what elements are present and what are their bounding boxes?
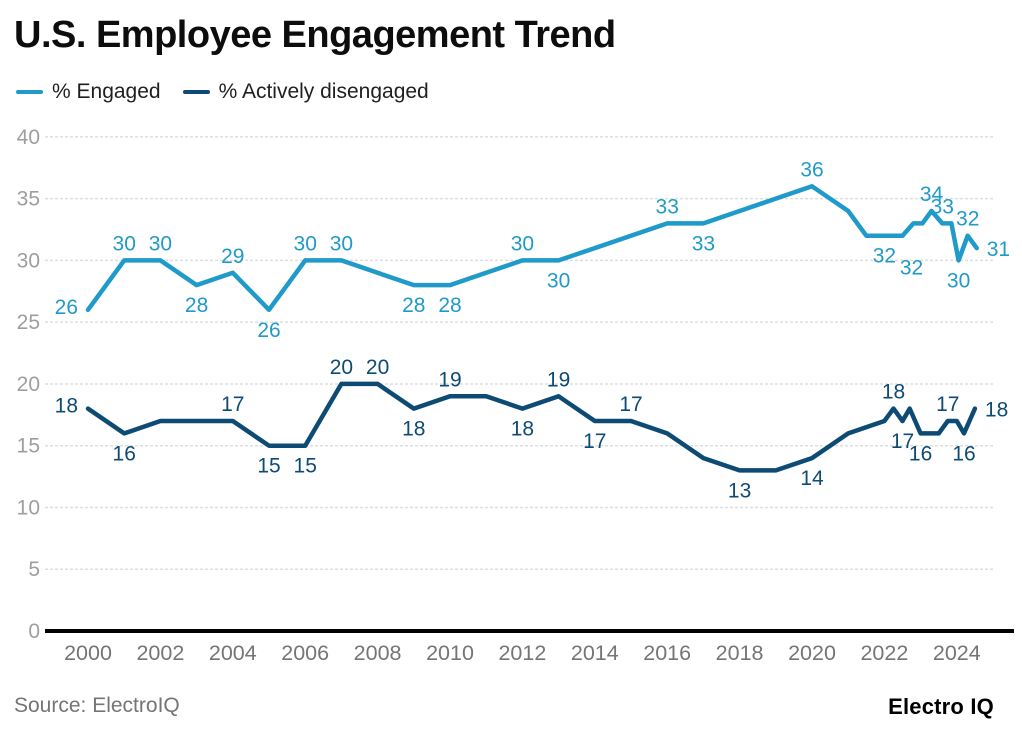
- x-tick-label: 2010: [426, 641, 474, 665]
- y-tick-label: 40: [17, 126, 40, 149]
- engaged-point-label: 32: [900, 257, 923, 280]
- disengaged-point-label: 15: [294, 455, 317, 478]
- x-tick-label: 2012: [498, 641, 546, 665]
- x-tick-label: 2022: [860, 641, 908, 665]
- y-axis-tick-labels: 0 5 10 15 20 25 30 35 40: [17, 126, 40, 643]
- disengaged-point-label: 16: [952, 442, 975, 465]
- disengaged-point-label: 20: [366, 356, 389, 379]
- page-title: U.S. Employee Engagement Trend: [14, 14, 616, 56]
- y-tick-label: 20: [17, 373, 40, 396]
- engaged-point-label: 30: [149, 232, 172, 255]
- y-tick-label: 15: [17, 435, 40, 458]
- legend-item-engaged: % Engaged: [16, 80, 161, 104]
- engaged-series-line: [85, 184, 979, 313]
- disengaged-point-label: 18: [985, 399, 1008, 422]
- engaged-point-label: 33: [692, 232, 715, 255]
- engaged-point-label: 30: [113, 232, 136, 255]
- disengaged-series-line: [85, 381, 978, 473]
- chart-legend: % Engaged % Actively disengaged: [16, 80, 429, 104]
- engaged-point-label: 30: [511, 232, 534, 255]
- engaged-point-label: 28: [185, 294, 208, 317]
- disengaged-point-label: 17: [936, 393, 959, 416]
- disengaged-point-label: 13: [728, 479, 751, 502]
- x-tick-label: 2020: [788, 641, 836, 665]
- x-tick-label: 2006: [281, 641, 329, 665]
- disengaged-point-label: 15: [257, 455, 280, 478]
- x-tick-label: 2000: [64, 641, 112, 665]
- engaged-point-label: 30: [547, 269, 570, 292]
- y-tick-label: 10: [17, 496, 40, 519]
- disengaged-point-label: 17: [891, 430, 914, 453]
- legend-swatch-engaged: [16, 90, 43, 94]
- x-tick-label: 2002: [136, 641, 184, 665]
- y-tick-label: 5: [28, 558, 40, 581]
- line-chart-svg: 0 5 10 15 20 25 30 35 40 2000 2002 2004 2006 2008 2010…: [17, 126, 1014, 665]
- engaged-point-label: 28: [402, 294, 425, 317]
- brand-logo: Electro IQ: [888, 694, 994, 719]
- disengaged-point-label: 18: [882, 381, 905, 404]
- engaged-point-label: 31: [987, 238, 1010, 261]
- legend-label: % Actively disengaged: [218, 80, 429, 103]
- disengaged-point-label: 17: [221, 393, 244, 416]
- x-tick-label: 2018: [716, 641, 764, 665]
- engaged-point-label: 33: [931, 195, 954, 218]
- disengaged-point-label: 16: [909, 442, 932, 465]
- engaged-point-label: 26: [257, 319, 280, 342]
- engaged-point-label: 32: [956, 208, 979, 231]
- legend-item-disengaged: % Actively disengaged: [182, 80, 429, 104]
- disengaged-point-label: 19: [547, 368, 570, 391]
- engaged-point-label: 33: [656, 195, 679, 218]
- y-tick-label: 35: [17, 188, 40, 211]
- disengaged-point-label: 20: [330, 356, 353, 379]
- engaged-point-label: 29: [221, 245, 244, 268]
- engaged-point-label: 30: [330, 232, 353, 255]
- x-tick-label: 2016: [643, 641, 691, 665]
- engaged-point-label: 34: [920, 183, 944, 206]
- y-tick-label: 30: [17, 249, 40, 272]
- source-credit: Source: ElectroIQ: [14, 694, 180, 717]
- y-gridlines: [45, 136, 994, 570]
- disengaged-point-label: 19: [438, 368, 461, 391]
- disengaged-point-label: 17: [619, 393, 642, 416]
- engaged-point-label: 36: [800, 158, 823, 181]
- disengaged-point-label: 18: [511, 418, 534, 441]
- x-tick-label: 2024: [933, 641, 981, 665]
- disengaged-point-label: 16: [113, 442, 136, 465]
- legend-label: % Engaged: [52, 80, 161, 103]
- legend-swatch-disengaged: [182, 90, 210, 94]
- disengaged-point-label: 14: [800, 467, 824, 490]
- disengaged-point-label: 18: [55, 395, 78, 418]
- y-tick-label: 25: [17, 311, 40, 334]
- y-tick-label: 0: [28, 620, 40, 643]
- engaged-point-label: 30: [294, 232, 317, 255]
- disengaged-point-label: 18: [402, 418, 425, 441]
- engaged-point-label: 26: [55, 296, 78, 319]
- x-tick-label: 2004: [209, 641, 257, 665]
- disengaged-point-label: 17: [583, 430, 606, 453]
- x-tick-label: 2008: [354, 641, 402, 665]
- engaged-point-label: 32: [873, 245, 896, 268]
- engaged-point-label: 30: [947, 269, 970, 292]
- engaged-point-label: 28: [438, 294, 461, 317]
- x-tick-label: 2014: [571, 641, 619, 665]
- x-axis-tick-labels: 2000 2002 2004 2006 2008 2010 2012 2014 2016 2018…: [64, 641, 981, 665]
